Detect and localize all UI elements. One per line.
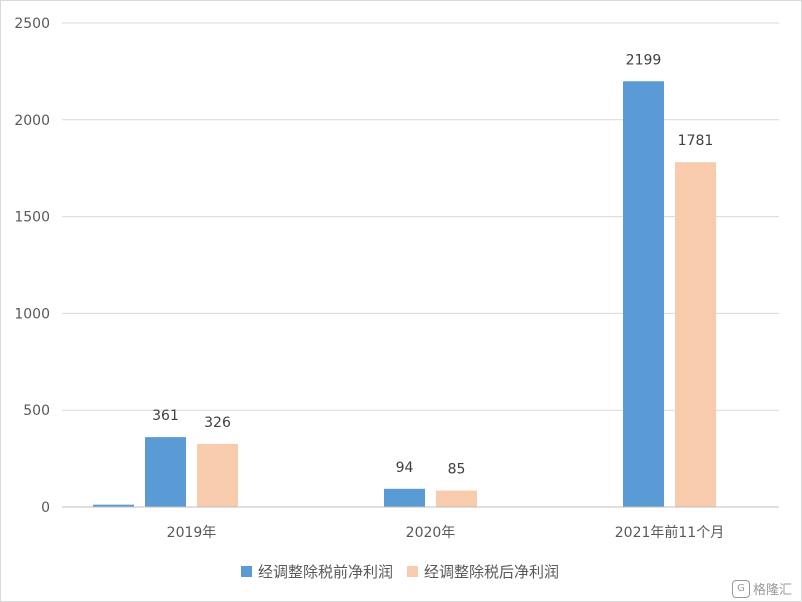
legend-swatch-post-tax xyxy=(407,566,418,577)
data-label: 94 xyxy=(396,460,414,476)
watermark-text: 格隆汇 xyxy=(752,583,792,598)
x-tick-label: 2019年 xyxy=(167,525,217,541)
watermark: G 格隆汇 xyxy=(731,579,792,598)
legend-label-post-tax: 经调整除税后净利润 xyxy=(424,563,560,581)
y-tick-label: 500 xyxy=(23,403,50,419)
data-label: 326 xyxy=(204,415,231,431)
y-tick-label: 1500 xyxy=(14,210,50,226)
gelonghui-logo-icon: G xyxy=(731,579,750,598)
legend-item-post-tax: 经调整除税后净利润 xyxy=(407,561,559,582)
legend-swatch-pre-tax xyxy=(240,566,252,577)
legend: 经调整除税前净利润 经调整除税后净利润 xyxy=(0,561,800,582)
legend-item-pre-tax: 经调整除税前净利润 xyxy=(240,561,393,582)
bar xyxy=(145,437,186,507)
y-tick-label: 2000 xyxy=(14,113,50,129)
bar xyxy=(384,488,425,507)
data-label: 85 xyxy=(448,462,466,478)
bar xyxy=(675,162,716,507)
y-tick-label: 2500 xyxy=(14,16,50,32)
y-tick-label: 1000 xyxy=(14,306,50,322)
y-tick-label: 0 xyxy=(41,500,50,516)
bar xyxy=(623,81,664,508)
legend-label-pre-tax: 经调整除税前净利润 xyxy=(257,563,393,581)
bar xyxy=(197,443,238,507)
bar xyxy=(436,490,477,507)
x-tick-label: 2021年前11个月 xyxy=(615,524,724,541)
data-label: 1781 xyxy=(678,133,714,149)
bar xyxy=(93,504,134,507)
x-tick-label: 2020年 xyxy=(406,525,456,541)
data-label: 361 xyxy=(152,408,179,424)
data-label: 2199 xyxy=(626,52,662,68)
